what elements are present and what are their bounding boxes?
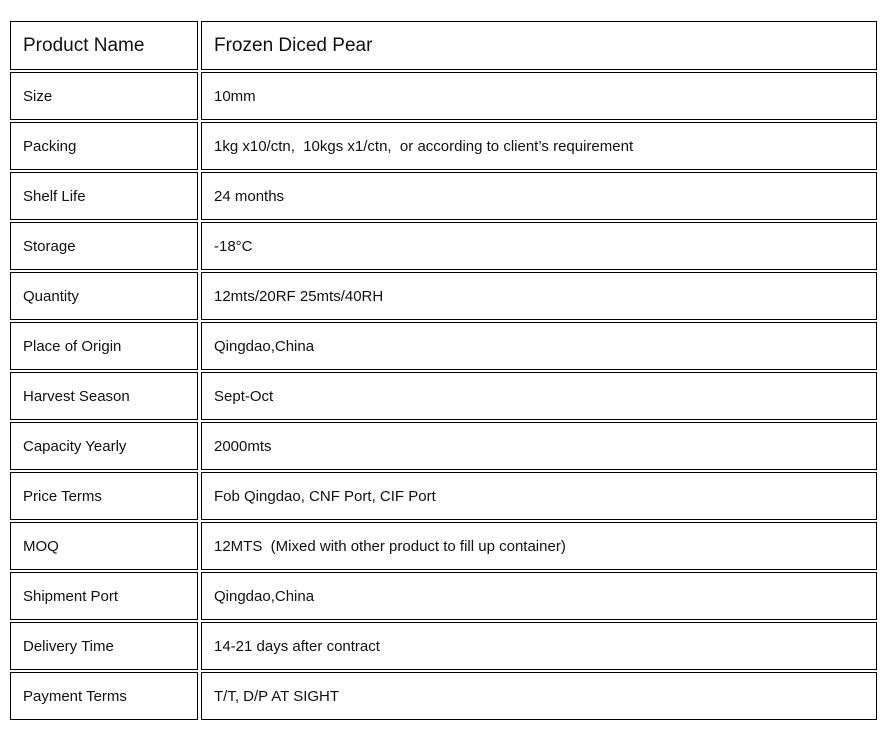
row-product-name: Product Name Frozen Diced Pear — [10, 21, 877, 70]
row-label: Storage — [10, 222, 198, 270]
row-value: 14-21 days after contract — [201, 622, 877, 670]
row-label: Capacity Yearly — [10, 422, 198, 470]
row-value: Fob Qingdao, CNF Port, CIF Port — [201, 472, 877, 520]
row-label: Product Name — [10, 21, 198, 70]
row-value: -18°C — [201, 222, 877, 270]
row-value: 10mm — [201, 72, 877, 120]
row-label: Shelf Life — [10, 172, 198, 220]
row-shelf-life: Shelf Life 24 months — [10, 172, 877, 220]
row-label: Size — [10, 72, 198, 120]
row-capacity-yearly: Capacity Yearly 2000mts — [10, 422, 877, 470]
row-harvest-season: Harvest Season Sept-Oct — [10, 372, 877, 420]
row-label: Packing — [10, 122, 198, 170]
row-payment-terms: Payment Terms T/T, D/P AT SIGHT — [10, 672, 877, 720]
row-value: 24 months — [201, 172, 877, 220]
row-packing: Packing 1kg x10/ctn, 10kgs x1/ctn, or ac… — [10, 122, 877, 170]
row-value: Sept-Oct — [201, 372, 877, 420]
row-value: 12mts/20RF 25mts/40RH — [201, 272, 877, 320]
row-label: Payment Terms — [10, 672, 198, 720]
row-size: Size 10mm — [10, 72, 877, 120]
row-shipment-port: Shipment Port Qingdao,China — [10, 572, 877, 620]
row-storage: Storage -18°C — [10, 222, 877, 270]
row-value: Frozen Diced Pear — [201, 21, 877, 70]
row-label: Place of Origin — [10, 322, 198, 370]
row-price-terms: Price Terms Fob Qingdao, CNF Port, CIF P… — [10, 472, 877, 520]
row-label: Shipment Port — [10, 572, 198, 620]
row-value: 1kg x10/ctn, 10kgs x1/ctn, or according … — [201, 122, 877, 170]
row-value: Qingdao,China — [201, 322, 877, 370]
row-value: 12MTS (Mixed with other product to fill … — [201, 522, 877, 570]
row-place-of-origin: Place of Origin Qingdao,China — [10, 322, 877, 370]
row-value: T/T, D/P AT SIGHT — [201, 672, 877, 720]
row-label: Quantity — [10, 272, 198, 320]
row-label: Delivery Time — [10, 622, 198, 670]
row-delivery-time: Delivery Time 14-21 days after contract — [10, 622, 877, 670]
row-value: 2000mts — [201, 422, 877, 470]
row-label: Harvest Season — [10, 372, 198, 420]
row-value: Qingdao,China — [201, 572, 877, 620]
row-label: Price Terms — [10, 472, 198, 520]
row-label: MOQ — [10, 522, 198, 570]
row-quantity: Quantity 12mts/20RF 25mts/40RH — [10, 272, 877, 320]
row-moq: MOQ 12MTS (Mixed with other product to f… — [10, 522, 877, 570]
product-spec-table: Product Name Frozen Diced Pear Size 10mm… — [7, 19, 880, 722]
